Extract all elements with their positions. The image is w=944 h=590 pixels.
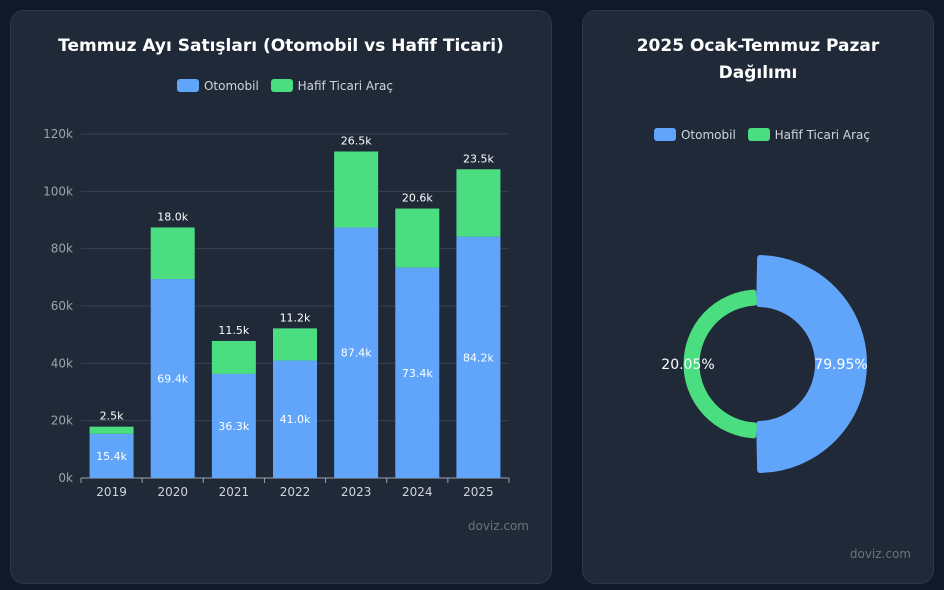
- bar-label-hafif: 11.2k: [280, 311, 311, 324]
- donut-chart-legend: Otomobil Hafif Ticari Araç: [583, 128, 933, 142]
- bar-label-hafif: 2.5k: [100, 410, 124, 423]
- bar-otomobil: [334, 227, 379, 478]
- bar-label-hafif: 26.5k: [341, 134, 372, 147]
- bar-hafif: [334, 151, 379, 228]
- bar-chart-legend: Otomobil Hafif Ticari Araç: [11, 79, 551, 93]
- y-tick-label: 60k: [51, 299, 73, 313]
- legend-swatch-otomobil: [653, 128, 676, 141]
- bar-otomobil: [150, 279, 195, 478]
- watermark: doviz.com: [849, 547, 911, 561]
- slice-hafif: [683, 289, 757, 439]
- bar-chart-card: Temmuz Ayı Satışları (Otomobil vs Hafif …: [10, 10, 552, 584]
- donut-chart-title: 2025 Ocak-Temmuz Pazar Dağılımı: [636, 36, 880, 83]
- y-tick-label: 40k: [51, 356, 73, 370]
- bar-label-hafif: 20.6k: [402, 192, 433, 205]
- bar-otomobil: [456, 236, 501, 478]
- x-tick-label: 2022: [280, 485, 311, 499]
- bar-otomobil: [395, 267, 440, 478]
- legend-label: Hafif Ticari Araç: [774, 128, 871, 142]
- x-tick-label: 2023: [341, 485, 372, 499]
- bar-label-hafif: 11.5k: [218, 324, 249, 337]
- bar-label-otomobil: 41.0k: [280, 413, 311, 426]
- bar-hafif: [211, 340, 256, 374]
- x-tick-label: 2019: [96, 485, 127, 499]
- x-tick-label: 2020: [157, 485, 188, 499]
- bar-chart-title: Temmuz Ayı Satışları (Otomobil vs Hafif …: [58, 36, 504, 56]
- bar-hafif: [150, 227, 195, 280]
- bar-label-otomobil: 73.4k: [402, 367, 433, 380]
- slice-otomobil: [756, 255, 867, 473]
- bar-hafif: [273, 328, 317, 361]
- legend-item-otomobil[interactable]: Otomobil: [646, 128, 736, 142]
- bar-hafif: [395, 208, 440, 268]
- slice-label-hafif: 20.05%: [661, 357, 714, 373]
- x-tick-label: 2024: [402, 485, 433, 499]
- legend-label: Otomobil: [680, 128, 736, 142]
- bar-label-otomobil: 84.2k: [463, 351, 494, 364]
- bar-hafif: [89, 426, 134, 434]
- x-tick-label: 2021: [219, 485, 250, 499]
- y-tick-label: 20k: [51, 414, 73, 428]
- bar-label-hafif: 18.0k: [157, 210, 188, 223]
- y-tick-label: 80k: [51, 242, 73, 256]
- bar-label-hafif: 23.5k: [463, 152, 494, 165]
- slice-label-otomobil: 79.95%: [814, 357, 867, 373]
- bar-otomobil: [89, 433, 134, 478]
- legend-item-hafif[interactable]: Hafif Ticari Araç: [263, 79, 393, 93]
- legend-swatch-hafif: [270, 79, 293, 92]
- legend-label: Hafif Ticari Araç: [297, 79, 394, 93]
- y-tick-label: 100k: [43, 184, 73, 198]
- legend-item-hafif[interactable]: Hafif Ticari Araç: [740, 128, 870, 142]
- legend-swatch-otomobil: [176, 79, 199, 92]
- bar-label-otomobil: 69.4k: [157, 373, 188, 386]
- bar-label-otomobil: 87.4k: [341, 347, 372, 360]
- donut-chart-card: 2025 Ocak-Temmuz Pazar Dağılımı Otomobil…: [582, 10, 934, 584]
- x-tick-label: 2025: [463, 485, 494, 499]
- donut-plot: 79.95% 20.05%: [661, 255, 868, 473]
- legend-item-otomobil[interactable]: Otomobil: [169, 79, 259, 93]
- legend-label: Otomobil: [203, 79, 259, 93]
- watermark: doviz.com: [467, 519, 529, 533]
- bar-hafif: [456, 169, 501, 237]
- y-tick-label: 120k: [43, 127, 73, 141]
- legend-swatch-hafif: [747, 128, 770, 141]
- bar-plot: 0k 20k 40k 60k 80k 100k 120k 2019 15.4k 2.5k 2020 6…: [43, 127, 510, 499]
- bar-label-otomobil: 36.3k: [218, 420, 249, 433]
- bar-otomobil: [211, 373, 256, 478]
- bar-label-otomobil: 15.4k: [96, 450, 127, 463]
- y-tick-label: 0k: [58, 471, 73, 485]
- bar-otomobil: [273, 360, 317, 478]
